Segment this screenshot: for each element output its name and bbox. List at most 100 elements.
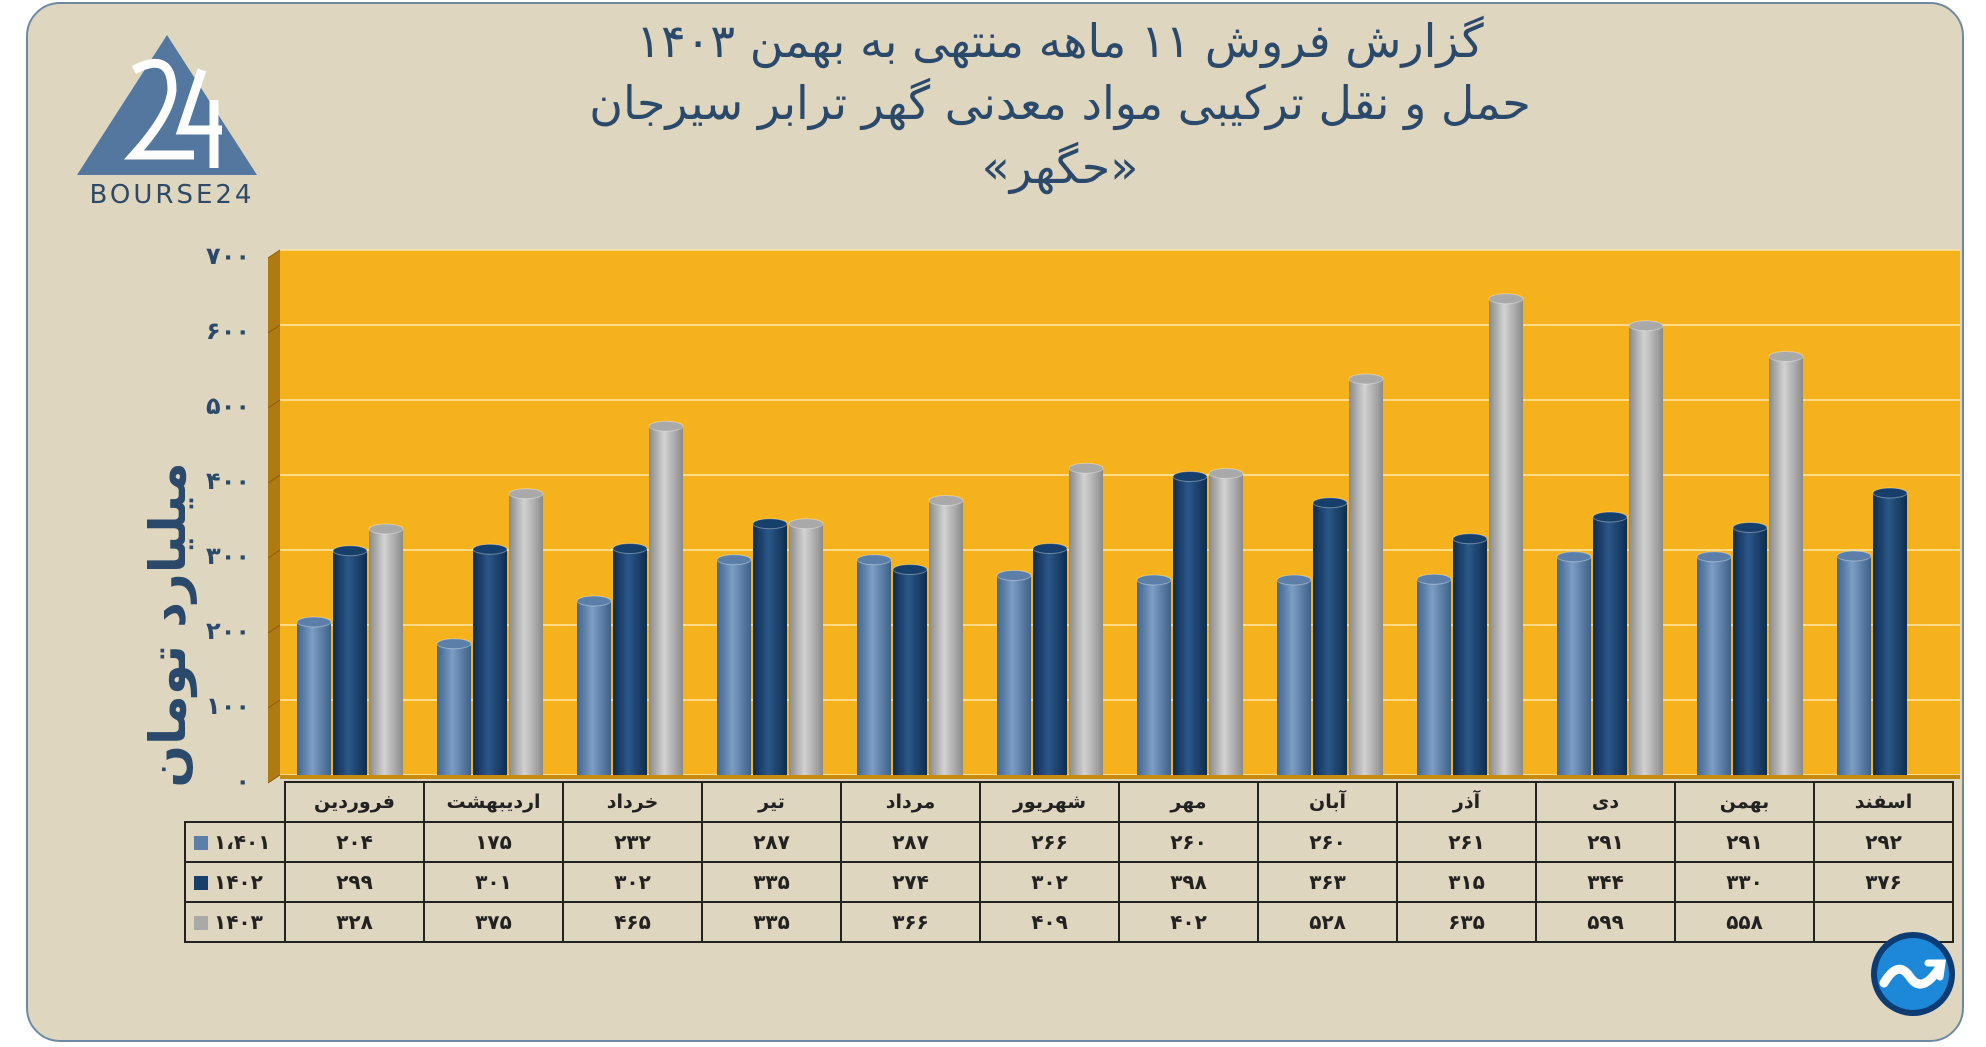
table-corner [185, 782, 286, 823]
data-label: ۳۶۶ [840, 901, 981, 943]
data-label: ۵۵۸ [1674, 901, 1815, 943]
logo-text: BOURSE24 [89, 180, 255, 210]
series-legend-key: ۱۴۰۳ [184, 901, 286, 943]
data-label: ۲۸۷ [840, 821, 981, 863]
bar-cap [1628, 320, 1664, 332]
bar-cap [1032, 543, 1068, 554]
chart-title-line3: «حگهر» [981, 140, 1139, 194]
category-label: آذر [1396, 781, 1537, 823]
bar [1137, 580, 1171, 775]
data-label: ۴۰۲ [1118, 901, 1259, 943]
gridline-wall [267, 249, 281, 259]
bar [1033, 548, 1067, 775]
data-label: ۳۷۶ [1813, 861, 1954, 903]
data-label: ۳۹۸ [1118, 861, 1259, 903]
gridline-wall [267, 624, 281, 634]
gridline-wall [267, 324, 281, 334]
data-label: ۲۹۲ [1813, 821, 1954, 863]
data-label: ۲۶۰ [1257, 821, 1398, 863]
plot-floor [280, 775, 1960, 779]
data-label: ۳۶۳ [1257, 861, 1398, 903]
bar [1453, 538, 1487, 775]
bar [717, 559, 751, 775]
plot-side-wall [268, 250, 280, 783]
bar-cap [1872, 487, 1908, 499]
trend-badge-icon [1871, 932, 1955, 1016]
bar-cap [1172, 471, 1208, 482]
bar [297, 622, 331, 775]
gridline-wall [267, 549, 281, 559]
data-label: ۵۲۸ [1257, 901, 1398, 943]
data-label: ۱۷۵ [423, 821, 564, 863]
data-label: ۲۹۱ [1535, 821, 1676, 863]
bar-cap [892, 564, 928, 575]
bar-cap [1208, 468, 1244, 479]
data-label: ۳۳۵ [701, 901, 842, 943]
bar-cap [1768, 351, 1804, 362]
logo-triangle-icon [77, 35, 257, 175]
bar [1733, 527, 1767, 775]
bar-cap [996, 570, 1032, 581]
plot-area [280, 250, 1960, 775]
data-label: ۴۰۹ [979, 901, 1120, 943]
bar-cap [436, 638, 472, 650]
bar [369, 529, 403, 775]
bar-cap [788, 518, 824, 530]
bar [1873, 493, 1907, 775]
data-label: ۲۶۶ [979, 821, 1120, 863]
bar [1489, 298, 1523, 775]
bar [893, 569, 927, 775]
bar-cap [1312, 497, 1348, 509]
gridline-wall [267, 474, 281, 484]
data-label: ۲۰۴ [284, 821, 425, 863]
category-label: خرداد [562, 781, 703, 823]
bar [509, 493, 543, 775]
series-name: ۱۴۰۲ [214, 870, 263, 894]
table-row: ۱۴۰۲ ۲۹۹ ۳۰۱ ۳۰۲ ۳۳۵ ۲۷۴ ۳۰۲ ۳۹۸ ۳۶۳ ۳۱۵ ۳۴۴ ۳۳۰ ۳۷۶ [184, 861, 1954, 903]
data-label: ۳۳۰ [1674, 861, 1815, 903]
data-label: ۳۰۲ [979, 861, 1120, 903]
bar [649, 426, 683, 775]
data-label: ۲۸۷ [701, 821, 842, 863]
bar [1349, 379, 1383, 775]
category-label: دی [1535, 781, 1676, 823]
bar-cap [1416, 573, 1452, 585]
bar [1277, 580, 1311, 775]
bar [857, 559, 891, 775]
series-legend-key: ۱۴۰۲ [184, 861, 286, 903]
bar-cap [1732, 522, 1768, 533]
bar [1697, 556, 1731, 775]
category-label: اسفند [1813, 781, 1954, 823]
gridline-wall [267, 774, 281, 784]
bar-cap [1488, 293, 1524, 305]
y-tick-label: ۶۰۰ [206, 317, 250, 345]
bar [437, 643, 471, 775]
category-label: تیر [701, 781, 842, 823]
data-label: ۲۹۱ [1674, 821, 1815, 863]
data-label: ۳۲۸ [284, 901, 425, 943]
data-label: ۲۶۰ [1118, 821, 1259, 863]
y-tick-label: ۷۰۰ [206, 242, 250, 270]
bar [577, 601, 611, 775]
data-label: ۳۳۵ [701, 861, 842, 903]
bar [1837, 556, 1871, 775]
data-label: ۶۳۵ [1396, 901, 1537, 943]
bar-cap [472, 543, 508, 555]
bar [753, 523, 787, 775]
bar-cap [1348, 373, 1384, 385]
bar-cap [1276, 574, 1312, 586]
bar [1557, 556, 1591, 775]
category-label: مهر [1118, 781, 1259, 823]
chart-title-line2: حمل و نقل ترکیبی مواد معدنی گهر ترابر سی… [589, 76, 1531, 130]
gridline-wall [267, 699, 281, 709]
data-label: ۳۱۵ [1396, 861, 1537, 903]
bar-cap [1068, 462, 1104, 474]
bar [1069, 468, 1103, 775]
y-tick-label: ۱۰۰ [206, 692, 250, 720]
bar-cap [1136, 574, 1172, 586]
bar [1769, 356, 1803, 775]
data-table: فروردین اردیبهشت خرداد تیر مرداد شهریور مهر آبا… [184, 781, 1954, 943]
data-label: ۳۰۲ [562, 861, 703, 903]
data-label: ۳۷۵ [423, 901, 564, 943]
bar-cap [752, 518, 788, 530]
